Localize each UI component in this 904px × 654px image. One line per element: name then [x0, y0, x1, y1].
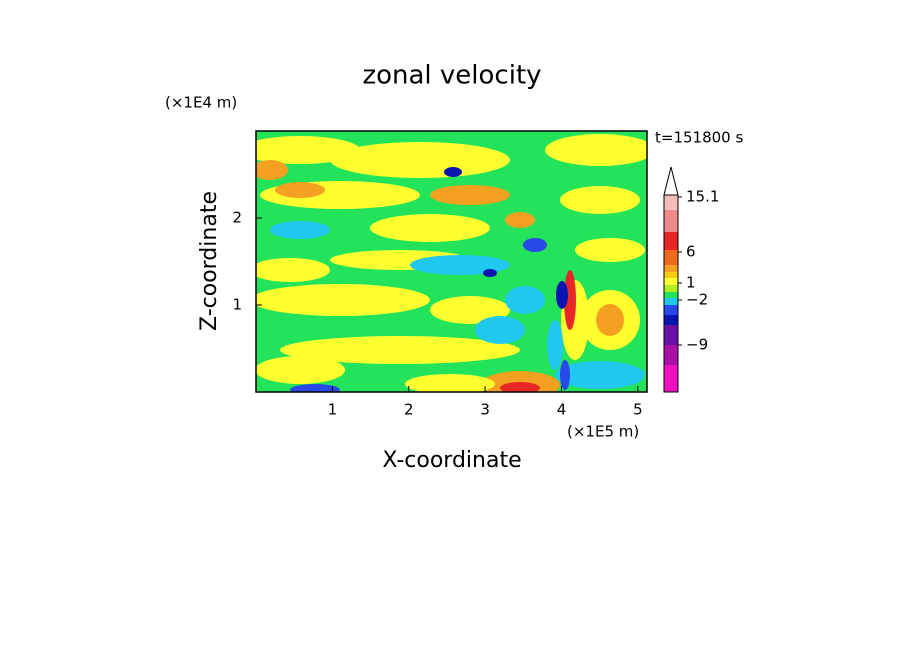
y-tick-label: 2	[232, 209, 242, 227]
colorbar-segment	[664, 265, 678, 272]
colorbar-tick-label: −9	[686, 336, 708, 354]
colorbar-segment	[664, 272, 678, 278]
colorbar-frame	[663, 194, 679, 393]
chart-title: zonal velocity	[362, 61, 541, 91]
colorbar-segment	[664, 250, 678, 265]
colorbar-segment	[664, 292, 678, 298]
x-tick-label: 4	[557, 401, 567, 419]
colorbar-segment	[664, 298, 678, 305]
x-axis-label: X-coordinate	[382, 448, 521, 473]
x-tick-label: 2	[404, 401, 414, 419]
x-tick-label: 1	[328, 401, 338, 419]
colorbar-segment	[664, 365, 678, 392]
y-axis-label: Z-coordinate	[197, 191, 222, 331]
colorbar-segment	[664, 285, 678, 292]
x-tick-label: 5	[633, 401, 643, 419]
colorbar-segment	[664, 315, 678, 325]
x-unit: (×1E5 m)	[567, 423, 639, 441]
colorbar-segment	[664, 278, 678, 285]
colorbar-segment	[664, 210, 678, 232]
x-tick-label: 3	[480, 401, 490, 419]
colorbar-segment	[664, 195, 678, 210]
y-unit: (×1E4 m)	[165, 94, 237, 112]
y-tick-label: 1	[232, 296, 242, 314]
colorbar-tick-label: 1	[686, 274, 696, 292]
colorbar-tick-label: 15.1	[686, 188, 719, 206]
colorbar-tick-label: −2	[686, 291, 708, 309]
time-label: t=151800 s	[655, 129, 743, 147]
colorbar-segment	[664, 325, 678, 345]
contour-field	[256, 131, 647, 392]
colorbar-tick-label: 6	[686, 243, 696, 261]
plot-frame	[255, 130, 648, 393]
colorbar-segment	[664, 232, 678, 250]
colorbar-segment	[664, 305, 678, 315]
colorbar-segment	[664, 345, 678, 365]
colorbar-extend	[663, 166, 679, 196]
